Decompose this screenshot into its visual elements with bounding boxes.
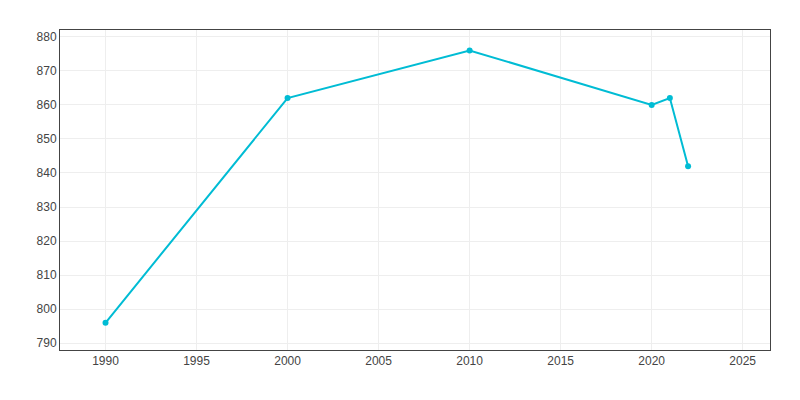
svg-text:820: 820 <box>37 234 57 248</box>
svg-text:790: 790 <box>37 336 57 350</box>
svg-text:2005: 2005 <box>365 354 392 368</box>
svg-text:860: 860 <box>37 98 57 112</box>
svg-text:850: 850 <box>37 132 57 146</box>
svg-text:2020: 2020 <box>638 354 665 368</box>
svg-text:2010: 2010 <box>456 354 483 368</box>
svg-text:830: 830 <box>37 200 57 214</box>
svg-text:2000: 2000 <box>274 354 301 368</box>
svg-text:2025: 2025 <box>729 354 756 368</box>
svg-text:810: 810 <box>37 268 57 282</box>
svg-text:840: 840 <box>37 166 57 180</box>
svg-text:880: 880 <box>37 30 57 44</box>
svg-text:1995: 1995 <box>183 354 210 368</box>
svg-text:1990: 1990 <box>92 354 119 368</box>
svg-text:2015: 2015 <box>547 354 574 368</box>
svg-text:870: 870 <box>37 64 57 78</box>
svg-text:800: 800 <box>37 302 57 316</box>
